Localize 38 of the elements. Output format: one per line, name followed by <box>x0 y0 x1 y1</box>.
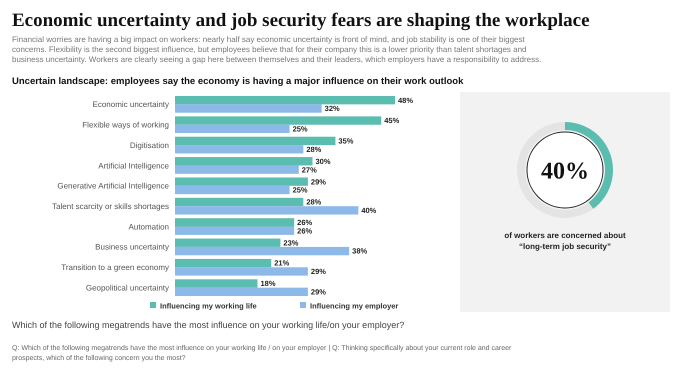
y-tick-label: Artificial Intelligence <box>98 161 170 170</box>
chart-title: Economic uncertainty and job security fears are shaping the workplace <box>12 10 590 31</box>
text: “long-term job security” <box>518 242 612 251</box>
bar <box>175 206 358 215</box>
y-tick-label: Generative Artificial Intelligence <box>57 182 170 191</box>
bar <box>175 288 308 296</box>
bar <box>175 226 294 235</box>
bar <box>175 279 258 288</box>
y-tick-label: Automation <box>128 222 169 232</box>
bar <box>175 136 336 146</box>
y-tick-label: Talent scarcity or skills shortages <box>52 202 169 211</box>
text: Which of the following megatrends have the most influence on your working life/on your employer? <box>12 320 404 330</box>
y-tick-label: Economic uncertainty <box>92 100 169 110</box>
y-tick-label: Transition to a green economy <box>61 263 169 272</box>
bar <box>175 258 272 268</box>
x-axis-title: Uncertain landscape: employees say the economy is having a major influence on their work outlook <box>12 76 464 87</box>
bar <box>175 218 294 227</box>
bar <box>175 104 322 113</box>
y-tick-label: Flexible ways of working <box>82 120 169 130</box>
y-tick-label: Digitisation <box>130 140 169 150</box>
bar <box>175 124 290 134</box>
bar <box>175 186 290 194</box>
bar <box>175 145 304 154</box>
bar <box>175 177 308 186</box>
text: of workers are concerned about <box>504 231 626 240</box>
bar <box>175 165 299 174</box>
donut-slice <box>517 122 594 218</box>
bar <box>175 157 312 166</box>
text: 40% <box>541 158 589 184</box>
bar <box>175 238 280 247</box>
bar <box>175 198 304 206</box>
y-tick-label: Geopolitical uncertainty <box>86 283 169 292</box>
chart-subtitle: Financial worries are having a big impact on workers: nearly half say economic uncertainty is front of mind, and job stability is one of their biggest concerns. Flexibility is the second biggest influence, but employees believe that for their company this is a lower priority than talent shortages and business uncertainty. Workers are clearly seeing a gap here between themselves and their leaders, which employers have a responsibility to address. <box>12 35 542 64</box>
bar <box>175 96 395 104</box>
bar <box>175 267 308 276</box>
bar <box>175 116 382 125</box>
bar <box>175 246 350 256</box>
y-tick-label: Business uncertainty <box>95 242 169 252</box>
